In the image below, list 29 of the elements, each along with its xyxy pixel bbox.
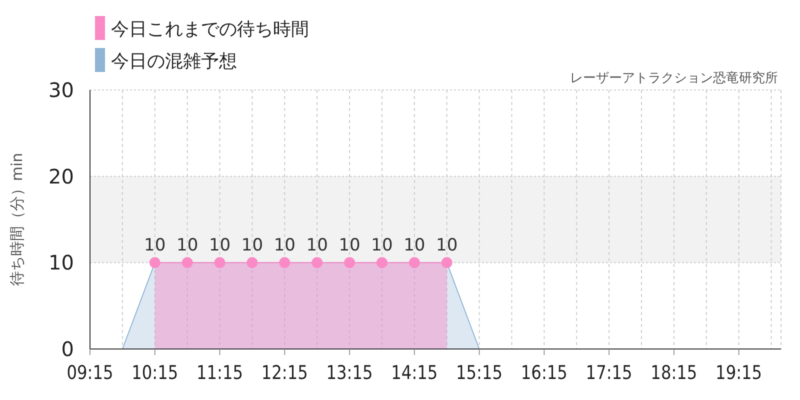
y-tick-label: 0 [61, 337, 74, 361]
data-label: 10 [404, 236, 426, 256]
data-label: 10 [144, 236, 166, 256]
x-tick-label: 15:15 [456, 362, 503, 384]
x-tick-label: 19:15 [716, 362, 762, 384]
legend-label: 今日これまでの待ち時間 [111, 19, 309, 40]
y-tick-label: 30 [48, 78, 74, 102]
data-label: 10 [371, 236, 393, 256]
y-axis-title: 待ち時間（分）min [8, 152, 26, 286]
data-label: 10 [241, 236, 264, 256]
data-label: 10 [338, 236, 360, 256]
x-tick-label: 18:15 [650, 362, 698, 384]
y-tick-label: 20 [48, 164, 74, 188]
data-label: 10 [208, 236, 231, 256]
x-tick-label: 14:15 [391, 362, 438, 384]
x-tick-label: 12:15 [261, 362, 308, 384]
x-tick-label: 16:15 [520, 362, 568, 384]
data-label: 10 [274, 236, 296, 256]
x-tick-label: 13:15 [326, 362, 373, 384]
data-label: 10 [436, 236, 458, 256]
legend-label: 今日の混雑予想 [111, 51, 237, 72]
data-label: 10 [176, 236, 198, 256]
chart-subtitle: レーザーアトラクション恐竜研究所 [570, 71, 778, 86]
data-label: 10 [306, 236, 328, 256]
x-tick-label: 17:15 [586, 362, 632, 384]
x-tick-label: 11:15 [196, 362, 244, 384]
x-tick-label: 10:15 [132, 362, 178, 384]
y-tick-label: 10 [48, 250, 74, 275]
x-tick-label: 09:15 [66, 362, 114, 384]
